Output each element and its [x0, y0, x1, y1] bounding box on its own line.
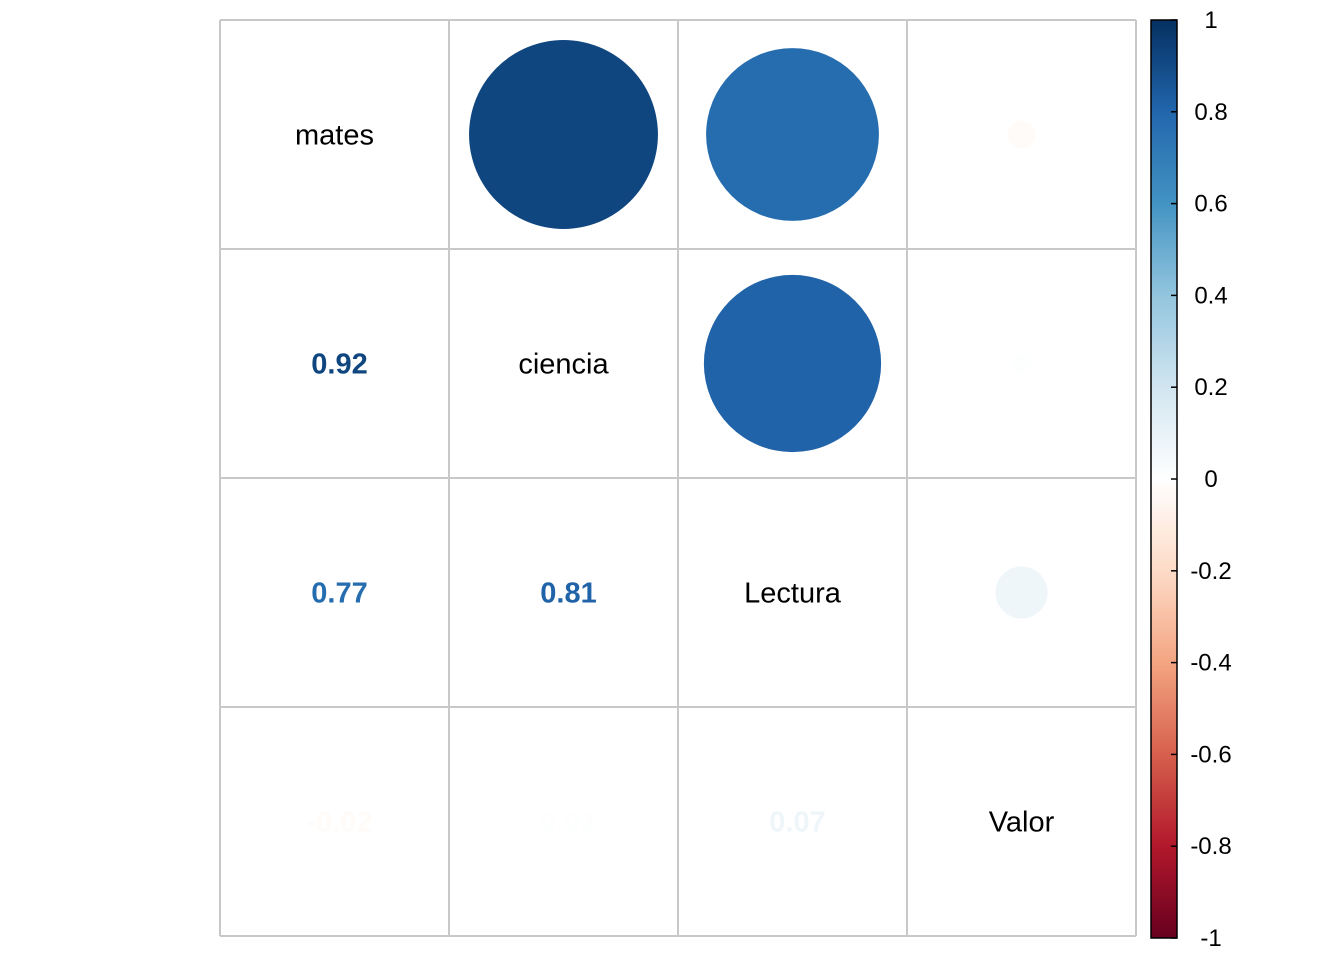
colorbar-tick-label: 0.4 [1194, 282, 1227, 309]
colorbar-tick-label: 0 [1204, 466, 1217, 493]
variable-label: Valor [989, 807, 1055, 839]
correlation-value: 0.81 [540, 578, 596, 610]
correlation-circle [706, 48, 879, 221]
colorbar-tick-label: -0.2 [1190, 558, 1231, 585]
colorbar-tick-label: 1 [1204, 7, 1217, 34]
correlation-circle [1011, 353, 1032, 374]
matrix-grid [219, 19, 1137, 937]
correlation-value: 0.77 [311, 578, 367, 610]
variable-label: Lectura [744, 578, 842, 610]
colorbar-tick-label: -1 [1200, 925, 1221, 952]
variable-label: mates [295, 120, 374, 152]
correlation-circle [469, 40, 658, 229]
correlation-circle [995, 566, 1048, 619]
colorbar-tick-label: 0.2 [1194, 374, 1227, 401]
correlation-value: 0.07 [769, 807, 825, 839]
colorbar-tick-label: -0.6 [1190, 741, 1231, 768]
colorbar-tick-label: -0.4 [1190, 650, 1231, 677]
colorbar-tick-label: 0.6 [1194, 191, 1227, 218]
correlation-value: 0.01 [540, 807, 596, 839]
matrix-marks: mates ciencia Lectura Valor 0.92 0.77 0.81 -0.0… [295, 40, 1055, 839]
correlation-circle [703, 274, 882, 453]
correlation-value: -0.02 [306, 807, 372, 839]
colorbar-tick-label: -0.8 [1190, 833, 1231, 860]
colorbar: 1 0.8 0.6 0.4 0.2 0 -0.2 -0.4 -0.6 -0.8 -1 [1150, 7, 1232, 952]
correlation-value: 0.92 [311, 349, 367, 381]
correlation-circle [1007, 120, 1036, 149]
colorbar-tick-label: 0.8 [1194, 99, 1227, 126]
variable-label: ciencia [518, 349, 609, 381]
